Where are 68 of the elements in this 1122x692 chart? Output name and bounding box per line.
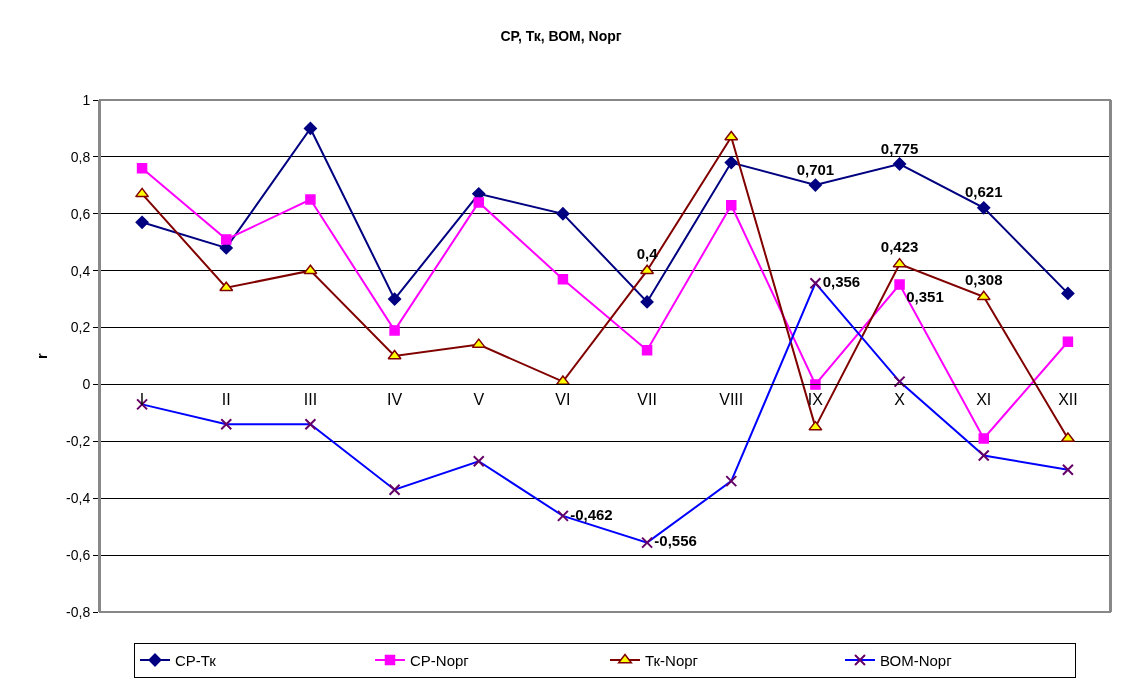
point — [724, 155, 738, 170]
y-tick-label: 0,4 — [70, 262, 91, 279]
data-label: 0,356 — [822, 272, 861, 290]
data-label: 0,351 — [906, 288, 944, 306]
point — [641, 345, 653, 356]
point — [136, 163, 148, 174]
x-tick-label: VII — [637, 390, 657, 408]
point — [303, 264, 318, 275]
data-label: -0,556 — [654, 532, 697, 550]
point — [1061, 286, 1075, 301]
x-tick-label: X — [894, 390, 906, 408]
y-axis-title: r — [32, 352, 50, 359]
point — [892, 157, 907, 171]
point — [135, 215, 149, 229]
point — [894, 279, 905, 290]
x-tick-label: I — [139, 390, 145, 408]
point — [976, 290, 991, 301]
x-tick-label: XII — [1058, 390, 1078, 408]
data-label: -0,462 — [570, 505, 613, 523]
point — [305, 194, 316, 205]
chart-title: СР, Тк, ВОМ, Nорг — [500, 27, 622, 44]
point — [473, 197, 484, 208]
y-tick-label: -0,4 — [66, 490, 91, 507]
y-tick-label: -0,6 — [66, 547, 91, 564]
y-tick-label: -0,8 — [66, 603, 91, 620]
data-label: 0,775 — [880, 139, 919, 157]
point — [1062, 336, 1074, 348]
point — [892, 257, 907, 268]
y-tick-label: 0,6 — [70, 205, 91, 222]
point — [389, 325, 400, 336]
x-tick-label: VI — [555, 390, 571, 408]
point — [810, 379, 821, 390]
point — [726, 199, 737, 211]
data-label: 0,621 — [964, 183, 1003, 201]
x-tick-label: IX — [807, 390, 824, 408]
data-label: 0,701 — [796, 160, 835, 178]
y-tick-label: 1 — [82, 91, 91, 108]
point — [724, 130, 739, 141]
point — [978, 433, 989, 444]
y-tick-label: -0,2 — [66, 433, 91, 450]
legend-label: СР-Тк — [175, 651, 217, 669]
data-label: 0,308 — [964, 271, 1003, 289]
point — [640, 295, 654, 309]
data-label: 0,423 — [880, 238, 919, 256]
point — [387, 292, 402, 306]
x-tick-label: V — [473, 390, 485, 408]
point — [221, 234, 232, 245]
x-tick-label: II — [221, 390, 231, 408]
legend-label: СР-Nорг — [410, 651, 470, 669]
point — [471, 338, 486, 349]
y-tick-label: 0 — [82, 376, 91, 393]
y-tick-label: 0,2 — [70, 319, 91, 336]
point — [808, 420, 823, 431]
x-tick-label: VIII — [719, 390, 744, 408]
point — [808, 178, 823, 192]
legend-label: Тк-Nорг — [645, 651, 699, 669]
point — [557, 273, 569, 285]
x-tick-label: IV — [387, 390, 403, 408]
data-label: 0,4 — [636, 245, 659, 263]
point — [387, 349, 402, 360]
x-tick-label: III — [303, 390, 318, 408]
x-tick-label: XI — [976, 390, 992, 408]
y-tick-label: 0,8 — [70, 148, 91, 165]
point — [977, 201, 991, 215]
legend-label: ВОМ-Nорг — [880, 651, 953, 669]
point — [556, 207, 570, 221]
point — [219, 281, 234, 292]
point — [303, 121, 318, 136]
